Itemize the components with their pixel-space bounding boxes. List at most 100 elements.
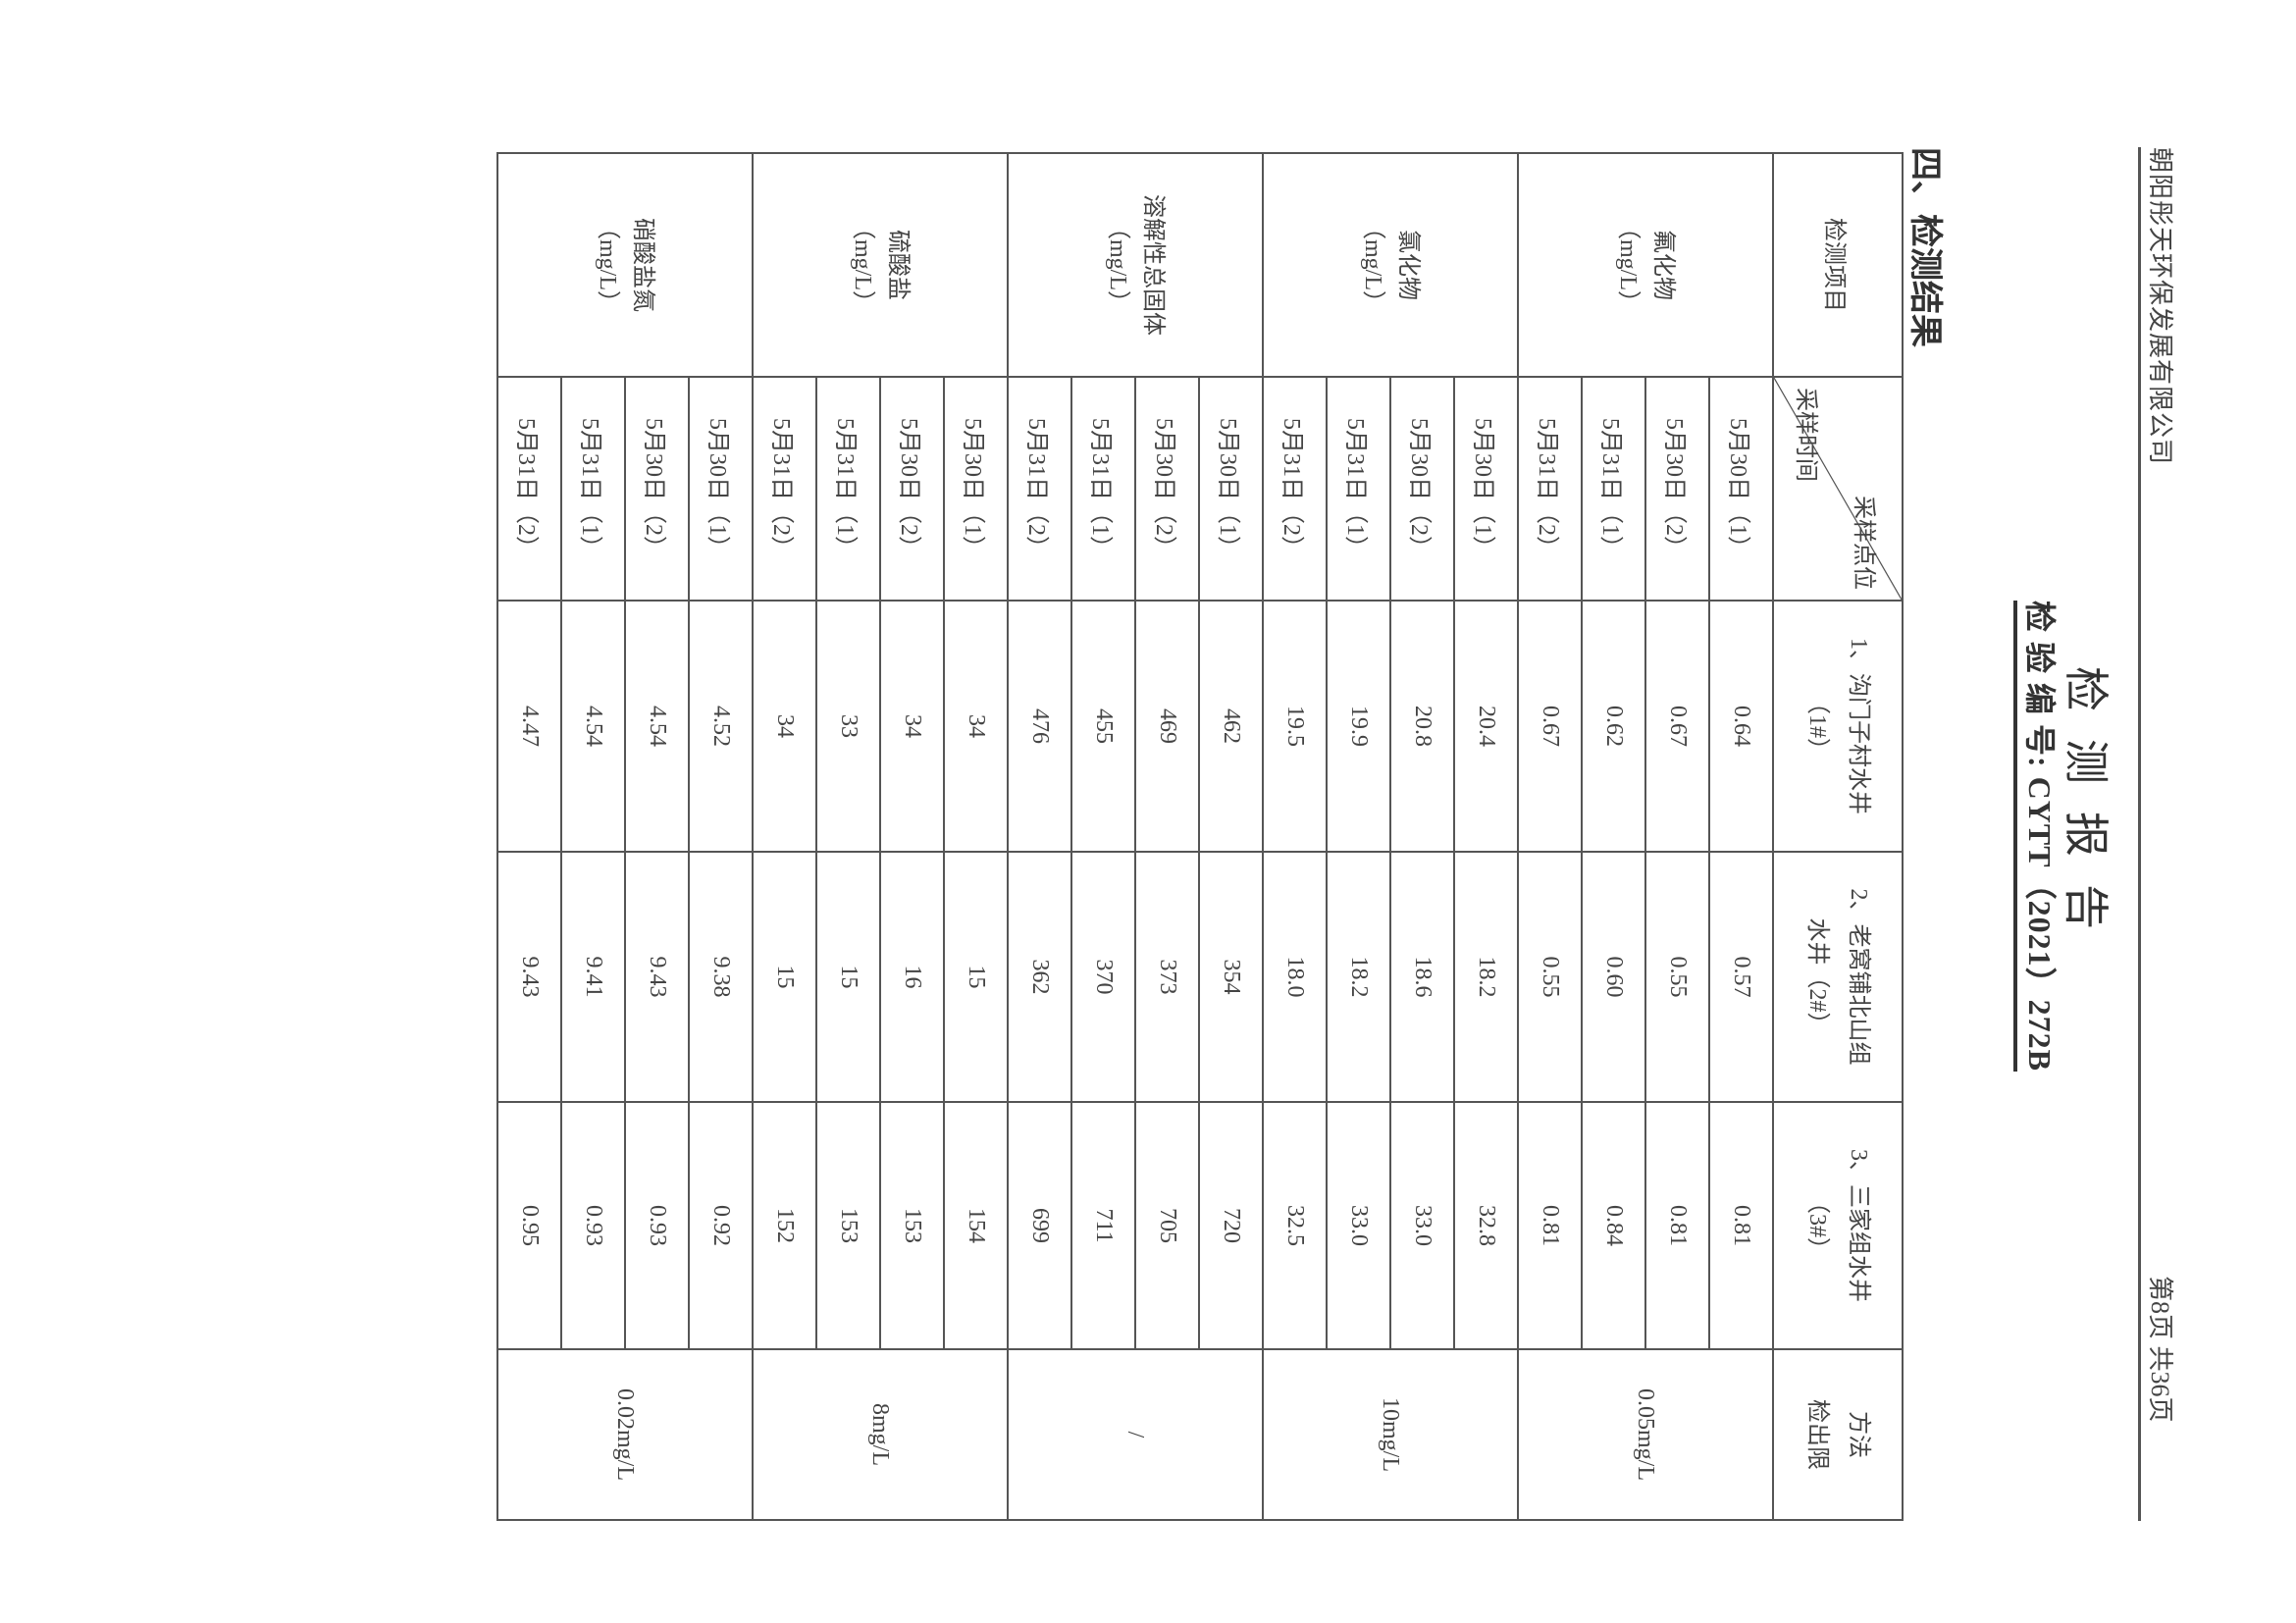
sample-time-cell: 5月30日（1）: [944, 377, 1008, 601]
site-3-value-cell: 0.81: [1709, 1102, 1773, 1349]
site-2-value-cell: 15: [753, 852, 816, 1102]
item-name-cell: 硫酸盐 （mg/L）: [753, 153, 1008, 377]
site-1-value-cell: 20.8: [1390, 601, 1454, 852]
site-1-value-cell: 19.5: [1263, 601, 1327, 852]
site-3-value-cell: 32.8: [1454, 1102, 1518, 1349]
site-3-value-cell: 0.84: [1582, 1102, 1645, 1349]
site-1-value-cell: 20.4: [1454, 601, 1518, 852]
section-title: 四、检测结果: [1906, 147, 1943, 347]
item-name-cell: 溶解性总固体 （mg/L）: [1008, 153, 1263, 377]
site-1-value-cell: 0.64: [1709, 601, 1773, 852]
site-2-value-cell: 0.55: [1645, 852, 1709, 1102]
site-3-value-cell: 153: [880, 1102, 944, 1349]
site-2-value-cell: 354: [1199, 852, 1263, 1102]
site-1-value-cell: 469: [1135, 601, 1199, 852]
table-row: 溶解性总固体 （mg/L） 5月30日（1） 462 354 720/: [1008, 153, 1263, 1520]
item-unit: （mg/L）: [1360, 216, 1385, 314]
site-1-value-cell: 4.52: [689, 601, 753, 852]
site-3-value-cell: 33.0: [1327, 1102, 1390, 1349]
item-name-cell: 硝酸盐氮 （mg/L）: [497, 153, 753, 377]
site-2-value-cell: 9.43: [497, 852, 561, 1102]
page-number: 第8页 共36页: [2146, 1276, 2174, 1423]
site-3-value-cell: 154: [944, 1102, 1008, 1349]
site-1-value-cell: 34: [880, 601, 944, 852]
sample-time-cell: 5月31日（2）: [1008, 377, 1071, 601]
sample-time-cell: 5月31日（2）: [1263, 377, 1327, 601]
site-1-value-cell: 0.67: [1645, 601, 1709, 852]
sample-time-cell: 5月31日（1）: [1071, 377, 1135, 601]
detection-limit-cell: 0.05mg/L: [1518, 1349, 1773, 1520]
site-2-value-cell: 15: [816, 852, 880, 1102]
limit-header: 方法 检出限: [1773, 1349, 1903, 1520]
site-2-value-cell: 362: [1008, 852, 1071, 1102]
site-2-value-cell: 9.43: [625, 852, 689, 1102]
detection-limit-cell: /: [1008, 1349, 1263, 1520]
site-1-value-cell: 462: [1199, 601, 1263, 852]
sample-time-cell: 5月30日（2）: [625, 377, 689, 601]
sample-time-cell: 5月30日（1）: [1709, 377, 1773, 601]
site-1-value-cell: 0.67: [1518, 601, 1582, 852]
site-2-value-cell: 0.55: [1518, 852, 1582, 1102]
site-2-value-cell: 16: [880, 852, 944, 1102]
item-unit: （mg/L）: [850, 216, 875, 314]
site-2-value-cell: 0.57: [1709, 852, 1773, 1102]
table-row: 氟化物 （mg/L） 5月30日（1） 0.64 0.57 0.81 0.05mg/L: [1518, 153, 1773, 1520]
diagonal-line: [1774, 378, 1902, 600]
item-name: 硝酸盐氮: [630, 218, 655, 312]
site-2-value-cell: 9.38: [689, 852, 753, 1102]
results-table: 检测项目 采样点位 采样时间 1、沟门子村水井 （1#） 2、老窝铺北山组 水井（2…: [496, 152, 1904, 1521]
site-header: 采样点位: [1851, 496, 1876, 590]
detection-limit-cell: 10mg/L: [1263, 1349, 1518, 1520]
item-name-cell: 氯化物 （mg/L）: [1263, 153, 1518, 377]
item-name: 氟化物: [1650, 230, 1676, 300]
site-3-value-cell: 711: [1071, 1102, 1135, 1349]
sample-time-cell: 5月30日（2）: [1135, 377, 1199, 601]
item-name: 氯化物: [1395, 230, 1421, 300]
site-3-value-cell: 0.81: [1518, 1102, 1582, 1349]
report-number: 检 验 编 号: CYTT（2021）272B: [2013, 601, 2064, 1072]
item-header: 检测项目: [1773, 153, 1903, 377]
site-3-value-cell: 0.92: [689, 1102, 753, 1349]
sample-time-cell: 5月31日（2）: [497, 377, 561, 601]
site-3-value-cell: 0.81: [1645, 1102, 1709, 1349]
site-3-header: 3、三家组水井 （3#）: [1773, 1102, 1903, 1349]
site-2-value-cell: 18.6: [1390, 852, 1454, 1102]
item-unit: （mg/L）: [1105, 216, 1130, 314]
site-1-value-cell: 0.62: [1582, 601, 1645, 852]
site-1-value-cell: 4.54: [561, 601, 625, 852]
company-name: 朝阳彤天环保发展有限公司: [2146, 147, 2174, 466]
table-row: 硝酸盐氮 （mg/L） 5月30日（1） 4.52 9.38 0.92 0.02mg/L: [497, 153, 753, 1520]
site-1-value-cell: 34: [753, 601, 816, 852]
time-header: 采样时间: [1793, 388, 1818, 482]
detection-limit-cell: 0.02mg/L: [497, 1349, 753, 1520]
site-1-value-cell: 476: [1008, 601, 1071, 852]
site-2-value-cell: 370: [1071, 852, 1135, 1102]
site-2-value-cell: 18.0: [1263, 852, 1327, 1102]
item-name-cell: 氟化物 （mg/L）: [1518, 153, 1773, 377]
site-3-value-cell: 152: [753, 1102, 816, 1349]
sample-time-cell: 5月30日（1）: [689, 377, 753, 601]
item-name: 硫酸盐: [885, 230, 911, 300]
site-1-value-cell: 4.54: [625, 601, 689, 852]
site-3-value-cell: 699: [1008, 1102, 1071, 1349]
table-row: 硫酸盐 （mg/L） 5月30日（1） 34 15 154 8mg/L: [753, 153, 1008, 1520]
site-1-value-cell: 4.47: [497, 601, 561, 852]
diagonal-header: 采样点位 采样时间: [1773, 377, 1903, 601]
table-row: 氯化物 （mg/L） 5月30日（1） 20.4 18.2 32.8 10mg/L: [1263, 153, 1518, 1520]
site-3-value-cell: 0.93: [625, 1102, 689, 1349]
item-name: 溶解性总固体: [1140, 194, 1166, 336]
site-2-header: 2、老窝铺北山组 水井（2#）: [1773, 852, 1903, 1102]
site-1-value-cell: 19.9: [1327, 601, 1390, 852]
site-3-value-cell: 720: [1199, 1102, 1263, 1349]
header-divider: [2138, 147, 2141, 1521]
item-unit: （mg/L）: [1615, 216, 1641, 314]
site-3-value-cell: 32.5: [1263, 1102, 1327, 1349]
site-2-value-cell: 9.41: [561, 852, 625, 1102]
detection-limit-cell: 8mg/L: [753, 1349, 1008, 1520]
report-title: 检测报告: [2061, 666, 2111, 957]
site-2-value-cell: 0.60: [1582, 852, 1645, 1102]
site-2-value-cell: 15: [944, 852, 1008, 1102]
site-2-value-cell: 18.2: [1327, 852, 1390, 1102]
site-3-value-cell: 0.95: [497, 1102, 561, 1349]
sample-time-cell: 5月31日（1）: [816, 377, 880, 601]
